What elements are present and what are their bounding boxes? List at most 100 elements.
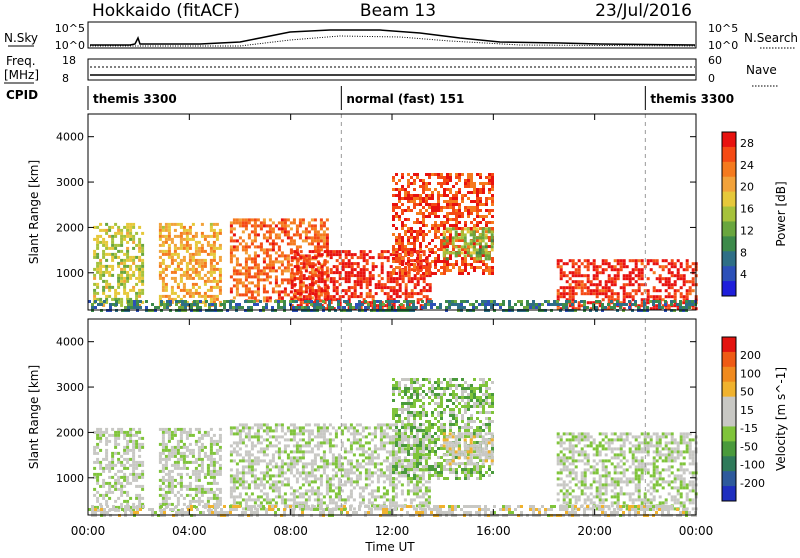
echo-cell	[129, 226, 132, 229]
echo-cell	[287, 242, 290, 245]
echo-cell	[219, 449, 222, 452]
echo-cell	[347, 462, 350, 465]
echo-cell	[302, 492, 305, 495]
echo-cell	[386, 450, 389, 453]
echo-cell	[102, 289, 105, 292]
echo-cell	[363, 271, 366, 274]
echo-cell	[333, 298, 336, 301]
echo-cell	[596, 268, 599, 271]
echo-cell	[499, 306, 502, 309]
echo-cell	[177, 440, 180, 443]
echo-cell	[387, 280, 390, 283]
echo-cell	[491, 194, 494, 197]
echo-cell	[314, 233, 317, 236]
echo-cell	[395, 215, 398, 218]
echo-cell	[174, 452, 177, 455]
echo-cell	[165, 295, 168, 298]
echo-cell	[404, 188, 407, 191]
echo-cell	[614, 280, 617, 283]
echo-cell	[260, 459, 263, 462]
echo-cell	[338, 459, 341, 462]
echo-cell	[390, 289, 393, 292]
echo-cell	[204, 488, 207, 491]
echo-cell	[641, 277, 644, 280]
echo-cell	[291, 286, 294, 289]
echo-cell	[195, 232, 198, 235]
echo-cell	[428, 495, 431, 498]
echo-cell	[138, 295, 141, 298]
echo-cell	[114, 485, 117, 488]
echo-cell	[297, 259, 300, 262]
echo-cell	[371, 492, 374, 495]
echo-cell	[425, 426, 428, 429]
echo-cell	[574, 300, 577, 303]
echo-cell	[434, 203, 437, 206]
echo-cell	[318, 280, 321, 283]
echo-cell	[377, 495, 380, 498]
echo-cell	[629, 292, 632, 295]
echo-cell	[610, 300, 613, 303]
echo-cell	[547, 303, 550, 306]
echo-cell	[446, 179, 449, 182]
echo-cell	[356, 477, 359, 480]
echo-cell	[102, 256, 105, 259]
echo-cell	[177, 473, 180, 476]
echo-cell	[362, 498, 365, 501]
echo-cell	[392, 248, 395, 251]
echo-cell	[96, 262, 99, 265]
echo-cell	[250, 306, 253, 309]
echo-cell	[571, 303, 574, 306]
echo-cell	[449, 188, 452, 191]
echo-cell	[290, 450, 293, 453]
echo-cell	[248, 296, 251, 299]
echo-cell	[201, 262, 204, 265]
echo-cell	[242, 239, 245, 242]
echo-cell	[275, 474, 278, 477]
echo-cell	[323, 465, 326, 468]
echo-cell	[96, 428, 99, 431]
echo-cell	[300, 298, 303, 301]
echo-cell	[171, 223, 174, 226]
echo-cell	[393, 289, 396, 292]
echo-cell	[317, 495, 320, 498]
echo-cell	[572, 265, 575, 268]
echo-cell	[326, 245, 329, 248]
echo-cell	[210, 229, 213, 232]
echo-cell	[278, 245, 281, 248]
echo-cell	[165, 431, 168, 434]
echo-cell	[437, 197, 440, 200]
echo-cell	[159, 458, 162, 461]
echo-cell	[488, 173, 491, 176]
echo-cell	[446, 188, 449, 191]
echo-cell	[120, 280, 123, 283]
echo-cell	[308, 435, 311, 438]
echo-cell	[419, 486, 422, 489]
echo-cell	[291, 259, 294, 262]
echo-cell	[389, 468, 392, 471]
echo-cell	[491, 269, 494, 272]
echo-cell	[123, 491, 126, 494]
echo-cell	[180, 494, 183, 497]
echo-cell	[229, 300, 232, 303]
echo-cell	[467, 248, 470, 251]
echo-cell	[129, 458, 132, 461]
echo-cell	[532, 306, 535, 309]
echo-cell	[360, 283, 363, 286]
echo-cell	[373, 306, 376, 309]
echo-cell	[617, 259, 620, 262]
echo-cell	[476, 251, 479, 254]
echo-cell	[653, 289, 656, 292]
echo-cell	[135, 283, 138, 286]
echo-cell	[189, 494, 192, 497]
echo-cell	[413, 486, 416, 489]
echo-cell	[321, 253, 324, 256]
echo-cell	[123, 253, 126, 256]
echo-cell	[254, 227, 257, 230]
echo-cell	[413, 200, 416, 203]
echo-cell	[141, 265, 144, 268]
echo-cell	[236, 218, 239, 221]
echo-cell	[105, 431, 108, 434]
echo-cell	[126, 295, 129, 298]
echo-cell	[210, 488, 213, 491]
echo-cell	[461, 236, 464, 239]
